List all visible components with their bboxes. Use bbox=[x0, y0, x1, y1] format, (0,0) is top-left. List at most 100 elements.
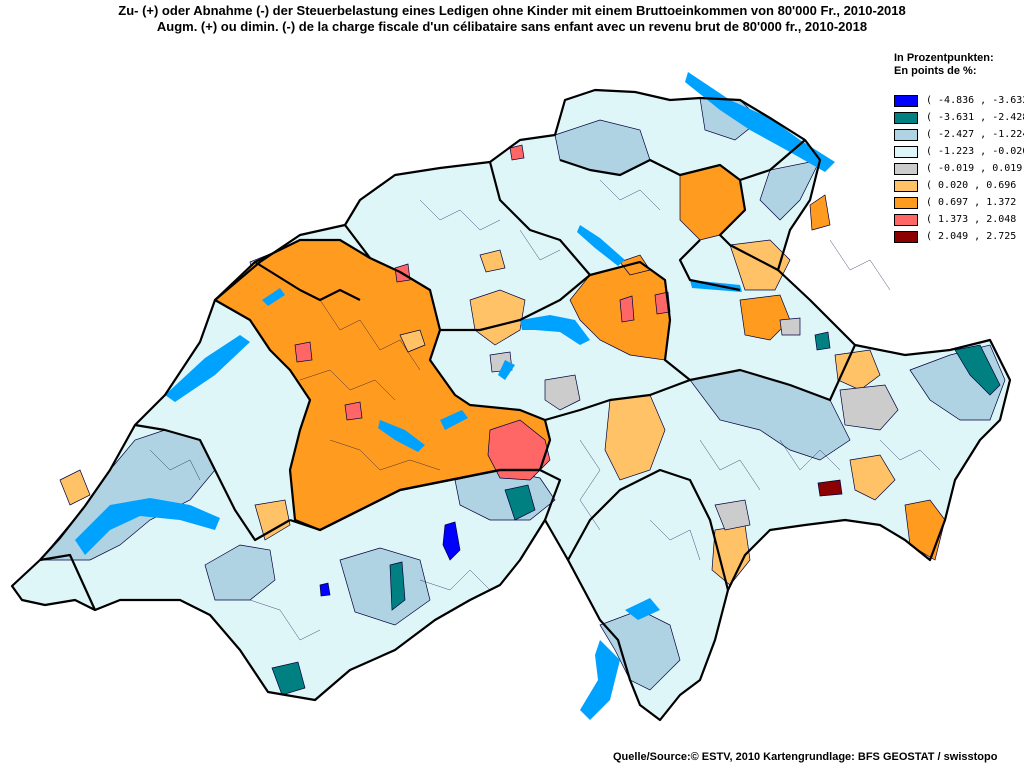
legend-swatch bbox=[894, 145, 918, 158]
legend-item: ( -0.019 , 0.019 ) bbox=[894, 160, 1022, 177]
region bbox=[479, 249, 506, 273]
legend-item: ( 1.373 , 2.048 ) bbox=[894, 211, 1024, 228]
muni-line bbox=[829, 239, 891, 291]
canton-border bbox=[213, 238, 552, 532]
municipality-borders bbox=[149, 179, 941, 641]
region bbox=[779, 317, 801, 336]
canton-border bbox=[134, 423, 291, 542]
legend-swatch bbox=[894, 128, 918, 141]
canton-border bbox=[344, 224, 371, 259]
region bbox=[954, 344, 1001, 396]
legend-item: ( -1.223 , -0.020 ) bbox=[894, 143, 1024, 160]
lake-lugano bbox=[625, 598, 660, 620]
region bbox=[739, 294, 791, 341]
canton-border bbox=[689, 344, 857, 402]
lake-lucerne bbox=[520, 315, 590, 345]
muni-line bbox=[299, 369, 396, 401]
region bbox=[509, 144, 525, 161]
region bbox=[834, 349, 881, 391]
lake-thun-brienz bbox=[378, 420, 425, 452]
lake-zurich bbox=[577, 225, 625, 266]
region bbox=[817, 479, 843, 497]
map-title-de: Zu- (+) oder Abnahme (-) der Steuerbelas… bbox=[118, 3, 906, 18]
legend-swatch bbox=[894, 213, 918, 226]
muni-line bbox=[649, 519, 701, 561]
region bbox=[759, 159, 821, 221]
muni-line bbox=[779, 439, 841, 471]
legend-heading-de: In Prozentpunkten: bbox=[894, 52, 994, 64]
class-9-regions bbox=[817, 479, 843, 497]
region bbox=[814, 331, 831, 351]
lake-maggiore bbox=[580, 640, 620, 720]
legend-swatch bbox=[894, 111, 918, 124]
region bbox=[204, 544, 276, 601]
region bbox=[839, 384, 899, 431]
muni-line bbox=[419, 199, 501, 231]
canton-border bbox=[718, 179, 779, 271]
legend-swatch bbox=[894, 179, 918, 192]
muni-line bbox=[879, 439, 941, 471]
region bbox=[319, 582, 331, 597]
region bbox=[619, 295, 635, 323]
region bbox=[344, 401, 363, 421]
region bbox=[294, 341, 313, 363]
canton-border bbox=[39, 553, 97, 611]
muni-line bbox=[149, 449, 201, 481]
map-title-fr: Augm. (+) ou dimin. (-) de la charge fis… bbox=[156, 19, 868, 34]
canton-border bbox=[678, 239, 741, 292]
class-2-regions bbox=[271, 331, 1001, 696]
muni-line bbox=[599, 179, 661, 211]
region bbox=[849, 454, 896, 501]
lake-neuchatel bbox=[165, 335, 250, 402]
legend-label: ( -2.427 , -1.224 ) bbox=[926, 129, 1024, 140]
region bbox=[714, 499, 751, 531]
muni-line bbox=[699, 439, 761, 491]
legend-label: ( -4.836 , -3.632 ) bbox=[926, 95, 1024, 106]
legend-heading-fr: En points de %: bbox=[894, 65, 977, 77]
region bbox=[544, 374, 581, 411]
canton-border bbox=[488, 161, 591, 276]
legend-label: ( 2.049 , 2.725 ) bbox=[926, 231, 1024, 242]
country-border bbox=[10, 88, 1012, 722]
muni-line bbox=[319, 299, 421, 371]
lake-brienz bbox=[440, 410, 468, 430]
canton-border bbox=[559, 139, 806, 182]
canton-border bbox=[440, 260, 691, 381]
class-7-regions bbox=[214, 164, 946, 561]
region bbox=[339, 547, 431, 626]
class-1-regions bbox=[319, 521, 461, 597]
region bbox=[442, 521, 461, 561]
legend-label: ( 0.697 , 1.372 ) bbox=[926, 197, 1024, 208]
region bbox=[389, 561, 406, 611]
region bbox=[399, 329, 426, 353]
legend-swatch bbox=[894, 162, 918, 175]
legend-label: ( 0.020 , 0.696 ) bbox=[926, 180, 1024, 191]
legend-label: ( -1.223 , -0.020 ) bbox=[926, 146, 1024, 157]
muni-line bbox=[579, 439, 601, 531]
muni-line bbox=[419, 569, 491, 591]
muni-line bbox=[249, 599, 321, 641]
muni-line bbox=[329, 439, 441, 471]
canton-borders bbox=[10, 88, 1012, 722]
lake-biel bbox=[262, 288, 285, 306]
legend-swatch bbox=[894, 230, 918, 243]
legend-item: ( 0.020 , 0.696 ) bbox=[894, 177, 1024, 194]
legend-label: ( 1.373 , 2.048 ) bbox=[926, 214, 1024, 225]
legend-label: ( -3.631 , -2.428 ) bbox=[926, 112, 1024, 123]
lake-geneva bbox=[75, 498, 220, 555]
legend: ( -4.836 , -3.632 ) ( -3.631 , -2.428 ) … bbox=[894, 92, 1024, 245]
muni-line bbox=[519, 229, 561, 261]
region bbox=[271, 661, 306, 696]
source-credit: Quelle/Source:© ESTV, 2010 Kartengrundla… bbox=[613, 751, 998, 763]
region bbox=[59, 469, 91, 506]
legend-swatch bbox=[894, 196, 918, 209]
legend-item: ( -4.836 , -3.632 ) bbox=[894, 92, 1024, 109]
legend-swatch bbox=[894, 94, 918, 107]
class-8-regions bbox=[294, 144, 671, 481]
canton-border bbox=[289, 468, 562, 532]
lake-sarnen bbox=[498, 360, 515, 380]
canton-border bbox=[544, 378, 691, 422]
region bbox=[504, 484, 536, 521]
region bbox=[254, 499, 291, 541]
